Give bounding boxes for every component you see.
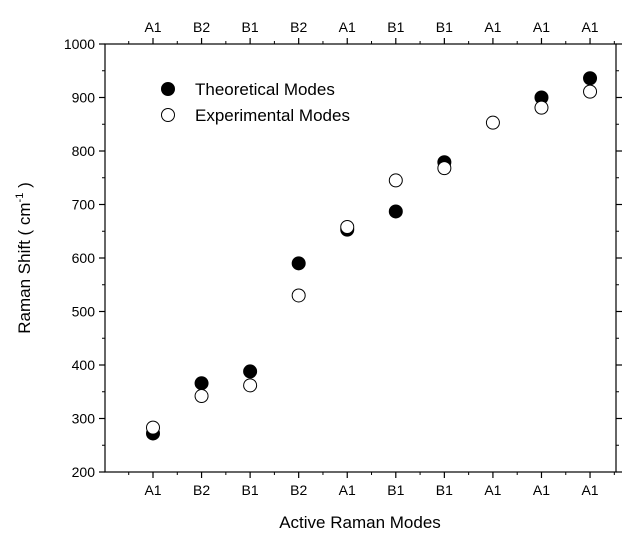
x-tick-label-top: B1 — [436, 19, 453, 35]
theoretical-point — [243, 364, 258, 379]
x-tick-label-top: B1 — [242, 19, 259, 35]
theoretical-point — [194, 376, 209, 391]
y-tick-label: 400 — [72, 357, 96, 373]
x-tick-label-bottom: B1 — [242, 482, 259, 498]
x-tick-label-bottom: B1 — [436, 482, 453, 498]
y-axis-title-superscript: -1 — [14, 193, 26, 203]
x-tick-label-bottom: B2 — [193, 482, 210, 498]
x-tick-label-bottom: A1 — [484, 482, 501, 498]
y-tick-label: 1000 — [64, 36, 95, 52]
x-tick-label-bottom: A1 — [581, 482, 598, 498]
y-tick-label: 800 — [72, 143, 96, 159]
legend-marker-experimental — [161, 108, 175, 122]
experimental-point — [291, 288, 306, 303]
y-axis-title-main: Raman Shift ( cm — [15, 202, 34, 333]
x-tick-label-top: A1 — [144, 19, 161, 35]
experimental-point — [194, 389, 209, 404]
legend-label-theoretical: Theoretical Modes — [195, 80, 335, 99]
x-tick-label-top: A1 — [484, 19, 501, 35]
experimental-point — [485, 115, 500, 130]
x-axis-title: Active Raman Modes — [279, 513, 441, 532]
experimental-point — [583, 84, 598, 99]
experimental-point — [534, 100, 549, 115]
legend-label-experimental: Experimental Modes — [195, 106, 350, 125]
x-tick-label-top: B2 — [290, 19, 307, 35]
experimental-point — [340, 219, 355, 234]
y-tick-label: 900 — [72, 90, 96, 106]
y-tick-label: 700 — [72, 197, 96, 213]
theoretical-point — [388, 204, 403, 219]
y-axis-title: Raman Shift ( cm-1 ) — [14, 182, 34, 333]
x-tick-label-bottom: B1 — [387, 482, 404, 498]
experimental-point — [146, 420, 160, 435]
x-tick-label-top: A1 — [339, 19, 356, 35]
theoretical-point — [583, 71, 598, 86]
y-axis-title-close: ) — [15, 182, 34, 192]
y-axis-ticks: 200 300 400 500 600 700 800 900 1000 — [64, 36, 622, 480]
x-tick-label-top: B2 — [193, 19, 210, 35]
y-tick-label: 600 — [72, 250, 96, 266]
x-tick-label-bottom: B2 — [290, 482, 307, 498]
x-tick-label-bottom: A1 — [144, 482, 161, 498]
y-tick-label: 200 — [72, 464, 96, 480]
experimental-point — [437, 161, 452, 176]
y-tick-label: 500 — [72, 304, 96, 320]
experimental-point — [388, 173, 403, 188]
legend-marker-theoretical — [161, 82, 175, 96]
x-tick-label-bottom: A1 — [533, 482, 550, 498]
x-axis-ticks: A1 A1 B2 B2 B1 B1 B2 B2 A1 A1 B1 B1 B1 B1 A1 A1 A1 A1 A1 A1 — [128, 19, 615, 498]
legend: Theoretical Modes Experimental Modes — [161, 80, 350, 125]
x-tick-label-top: A1 — [581, 19, 598, 35]
x-tick-label-top: A1 — [533, 19, 550, 35]
experimental-point — [243, 378, 258, 393]
theoretical-point — [291, 256, 306, 271]
y-tick-label: 300 — [72, 411, 96, 427]
data-points — [146, 71, 598, 441]
x-tick-label-top: B1 — [387, 19, 404, 35]
x-tick-label-bottom: A1 — [339, 482, 356, 498]
